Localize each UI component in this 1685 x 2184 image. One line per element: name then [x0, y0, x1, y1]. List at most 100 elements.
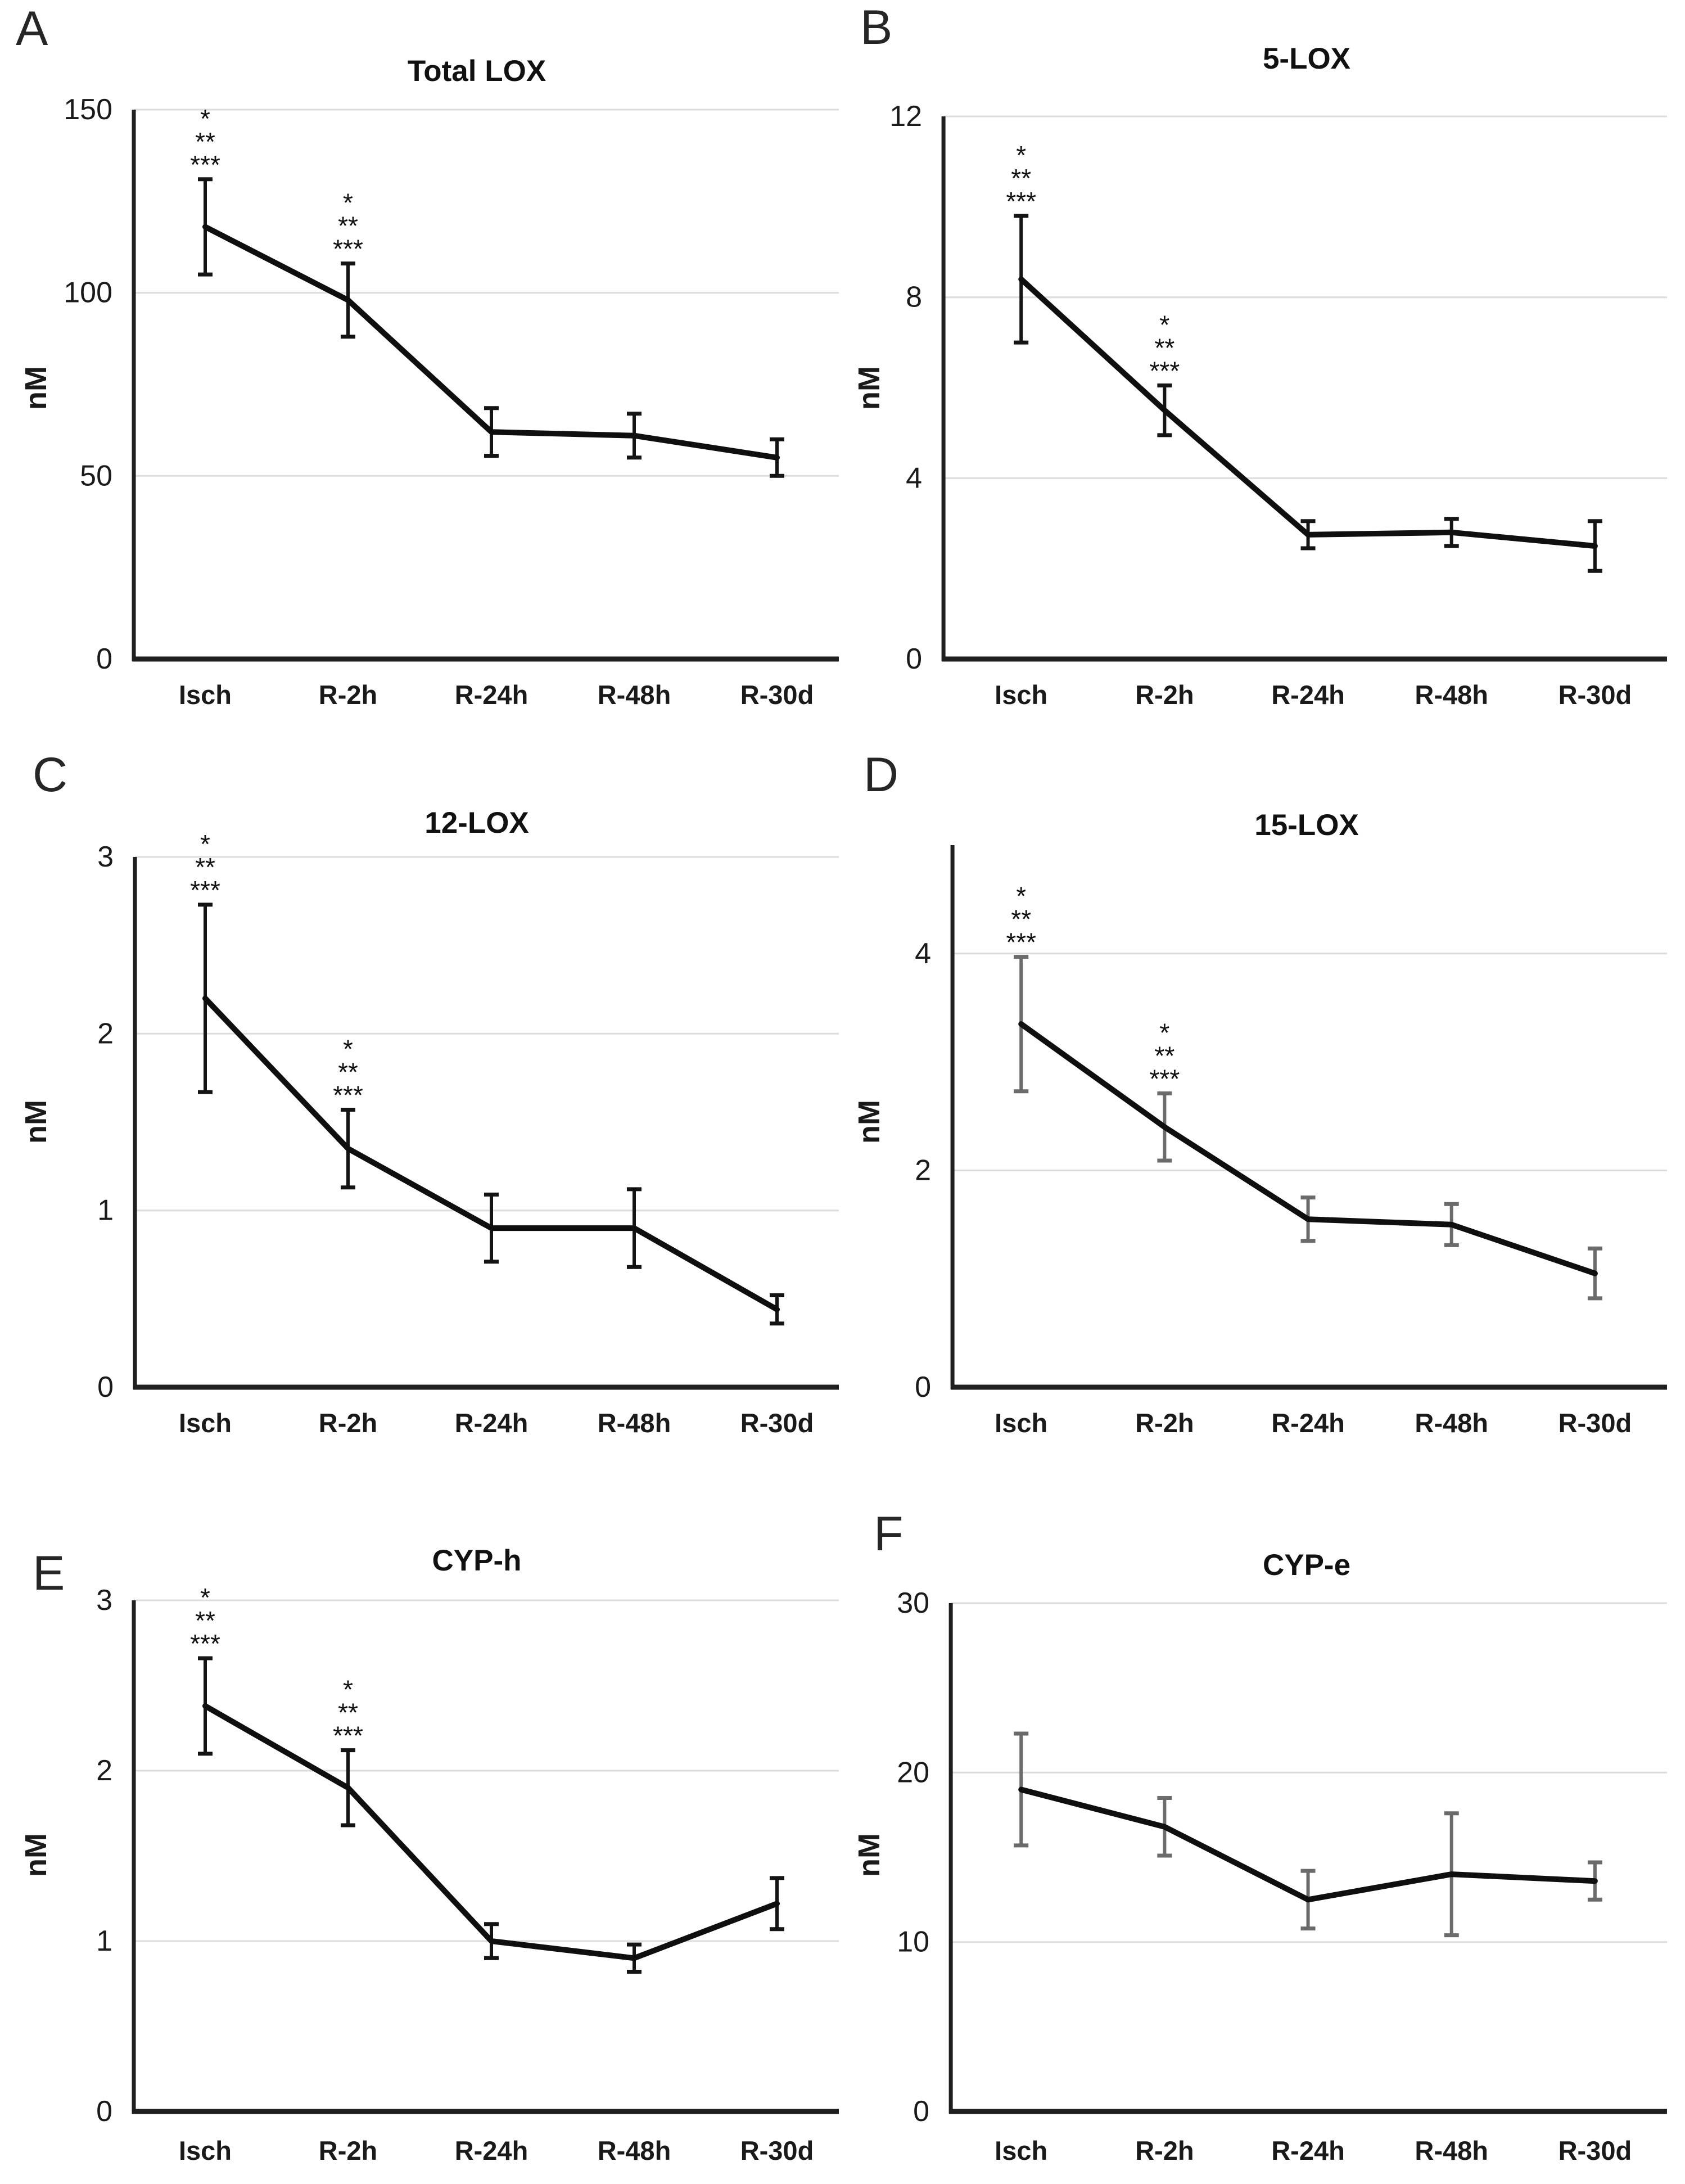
- panel-letter: D: [864, 747, 899, 802]
- significance-marker: ***: [190, 876, 220, 905]
- significance-marker: **: [338, 1057, 358, 1086]
- significance-marker: ***: [1006, 927, 1036, 956]
- chart-title: CYP-h: [432, 1544, 522, 1578]
- significance-marker: *: [1016, 141, 1026, 170]
- x-category-label: R-2h: [319, 1408, 377, 1438]
- y-tick-label: 4: [915, 937, 931, 969]
- chart-title: Total LOX: [407, 55, 546, 88]
- chart-title: 15-LOX: [1254, 808, 1359, 842]
- significance-marker: **: [195, 127, 215, 156]
- y-tick-label: 2: [96, 1754, 112, 1787]
- significance-marker: **: [1011, 904, 1031, 933]
- x-category-label: R-24h: [1271, 1408, 1345, 1438]
- y-tick-label: 0: [915, 1371, 931, 1404]
- x-category-label: R-48h: [598, 680, 671, 710]
- x-category-label: R-2h: [1135, 2136, 1194, 2165]
- panel-d-15-lox: D 15-LOX 0 2 4 Isch R-2h R-24h R-48h R-30d nM * **…: [842, 728, 1685, 1456]
- panel-letter: A: [16, 2, 48, 56]
- x-category-label: R-30d: [740, 1408, 814, 1438]
- y-axis-title: nM: [852, 1100, 886, 1144]
- x-category-label: Isch: [995, 2136, 1047, 2165]
- y-axis-title: nM: [19, 366, 53, 410]
- data-line: [202, 1703, 780, 1961]
- y-tick-label: 150: [64, 93, 112, 126]
- x-category-label: R-48h: [1415, 1408, 1488, 1438]
- significance-marker: ***: [190, 150, 220, 179]
- significance-marker: *: [1016, 881, 1026, 910]
- y-axis-title: nM: [852, 1833, 886, 1877]
- significance-marker: **: [338, 1698, 358, 1727]
- significance-marker: *: [200, 1583, 210, 1612]
- y-tick-label: 30: [897, 1587, 929, 1619]
- y-tick-label: 2: [97, 1017, 114, 1050]
- y-tick-label: 3: [97, 841, 114, 873]
- panel-letter: F: [874, 1507, 904, 1562]
- y-tick-label: 1: [97, 1194, 114, 1226]
- x-category-label: Isch: [995, 680, 1047, 710]
- x-category-label: R-2h: [319, 680, 377, 710]
- significance-marker: ***: [333, 234, 363, 264]
- significance-marker: **: [195, 1606, 215, 1635]
- significance-marker: **: [1154, 1041, 1174, 1070]
- significance-marker: *: [1159, 310, 1169, 340]
- x-category-label: R-24h: [455, 680, 528, 710]
- data-line: [1018, 276, 1598, 549]
- significance-marker: ***: [1006, 187, 1036, 216]
- x-category-label: R-30d: [1558, 1408, 1632, 1438]
- y-axis-title: nM: [852, 366, 886, 410]
- x-category-label: R-30d: [740, 680, 814, 710]
- panel-f-cyp-e: F CYP-e 0 10 20 30 Isch R-2h R-24h R-48h R-30d nM: [842, 1456, 1685, 2183]
- x-category-label: R-48h: [598, 2136, 671, 2165]
- x-category-label: R-2h: [1135, 680, 1194, 710]
- significance-marker: ***: [1150, 1064, 1180, 1093]
- y-tick-label: 0: [96, 643, 112, 675]
- significance-marker: **: [338, 211, 358, 241]
- y-tick-label: 0: [913, 2095, 929, 2128]
- x-category-label: Isch: [179, 680, 232, 710]
- x-category-label: R-2h: [1135, 1408, 1194, 1438]
- chart-title: CYP-e: [1262, 1549, 1351, 1582]
- x-category-label: R-24h: [455, 2136, 528, 2165]
- y-tick-label: 20: [897, 1757, 929, 1789]
- significance-marker: **: [195, 852, 215, 882]
- panel-e-cyp-h: E CYP-h 0 1 2 3 Isch R-2h R-24h R-48h R-30d nM * **…: [0, 1456, 842, 2183]
- data-line: [1018, 1786, 1598, 1903]
- x-category-label: R-30d: [740, 2136, 814, 2165]
- y-tick-label: 0: [97, 1371, 114, 1404]
- significance-marker: *: [200, 104, 210, 133]
- x-category-label: Isch: [995, 1408, 1047, 1438]
- x-category-label: Isch: [179, 1408, 232, 1438]
- y-tick-label: 4: [906, 462, 922, 494]
- significance-marker: *: [343, 1034, 353, 1063]
- x-category-label: R-24h: [1271, 680, 1345, 710]
- y-tick-label: 2: [915, 1154, 931, 1186]
- y-tick-label: 3: [96, 1584, 112, 1617]
- x-category-label: R-24h: [1271, 2136, 1345, 2165]
- panel-a-total-lox: A Total LOX 0 50 100 150 Isch R-2h R-24h R-48h R…: [0, 0, 842, 728]
- x-category-label: Isch: [179, 2136, 232, 2165]
- y-axis-title: nM: [19, 1100, 53, 1144]
- significance-marker: *: [200, 829, 210, 859]
- data-line: [202, 995, 780, 1312]
- data-line: [1018, 1021, 1598, 1276]
- significance-marker: ***: [333, 1080, 363, 1109]
- x-category-label: R-30d: [1558, 2136, 1632, 2165]
- y-tick-label: 50: [80, 459, 112, 492]
- y-tick-label: 10: [897, 1926, 929, 1959]
- panel-b-5-lox: B 5-LOX 0 4 8 12 Isch R-2h R-24h R-48h R-30d nM * *…: [842, 0, 1685, 728]
- significance-marker: *: [1159, 1018, 1169, 1047]
- panel-letter: B: [860, 1, 893, 55]
- chart-title: 12-LOX: [424, 806, 529, 840]
- significance-marker: *: [343, 188, 353, 218]
- x-category-label: R-24h: [455, 1408, 528, 1438]
- significance-marker: *: [343, 1675, 353, 1704]
- panel-letter: C: [33, 747, 68, 802]
- significance-marker: ***: [333, 1721, 363, 1750]
- x-category-label: R-48h: [598, 1408, 671, 1438]
- significance-marker: **: [1154, 333, 1174, 363]
